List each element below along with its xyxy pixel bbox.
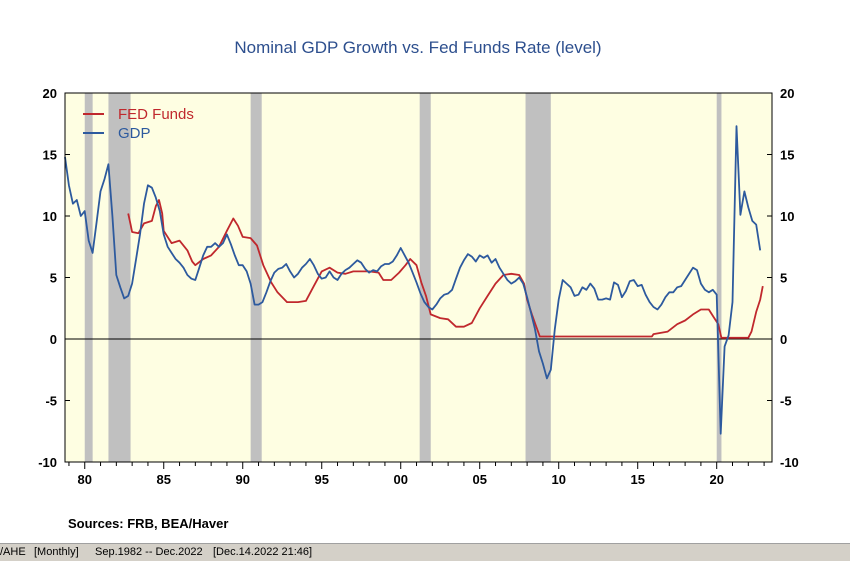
recession-shading [84, 93, 722, 462]
xtick-label: 10 [551, 472, 565, 487]
status-bar: /AHE [Monthly] Sep.1982 -- Dec.2022 [Dec… [0, 543, 850, 561]
ytick-right-label: -5 [780, 394, 792, 409]
status-date-range: Sep.1982 -- Dec.2022 [95, 546, 203, 558]
ytick-left-label: 0 [50, 332, 57, 347]
chart-title: Nominal GDP Growth vs. Fed Funds Rate (l… [234, 38, 601, 57]
ytick-right-label: -10 [780, 455, 799, 470]
legend-label-gdp: GDP [118, 125, 151, 142]
recession-band-0 [84, 93, 93, 462]
xtick-label: 20 [709, 472, 723, 487]
ytick-left-label: 15 [43, 148, 57, 163]
sources-note: Sources: FRB, BEA/Haver [68, 516, 229, 531]
ytick-right-label: 15 [780, 148, 794, 163]
ytick-left-label: -5 [45, 394, 57, 409]
chart: Nominal GDP Growth vs. Fed Funds Rate (l… [38, 38, 799, 487]
series-line-gdp [64, 125, 762, 435]
ytick-left-label: 20 [43, 86, 57, 101]
xtick-label: 05 [472, 472, 486, 487]
plot-area [65, 93, 772, 462]
xtick-label: 00 [393, 472, 407, 487]
recession-band-3 [419, 93, 431, 462]
recession-band-1 [108, 93, 131, 462]
ytick-right-label: 0 [780, 332, 787, 347]
ytick-right-label: 20 [780, 86, 794, 101]
xtick-label: 15 [630, 472, 644, 487]
legend: FED Funds GDP [83, 106, 194, 142]
recession-band-2 [250, 93, 262, 462]
ytick-right-label: 5 [780, 271, 787, 286]
status-series-code: /AHE [0, 546, 26, 558]
ytick-left-label: -10 [38, 455, 57, 470]
ytick-left-label: 10 [43, 209, 57, 224]
xtick-label: 85 [157, 472, 171, 487]
status-frequency: [Monthly] [34, 546, 79, 558]
recession-band-4 [525, 93, 551, 462]
series-line-fed-funds [127, 199, 764, 339]
legend-label-fed-funds: FED Funds [118, 106, 194, 123]
ytick-left-label: 5 [50, 271, 57, 286]
ytick-right-label: 10 [780, 209, 794, 224]
recession-band-5 [716, 93, 722, 462]
xtick-label: 90 [236, 472, 250, 487]
status-timestamp: [Dec.14.2022 21:46] [213, 546, 313, 558]
xtick-label: 80 [78, 472, 92, 487]
xtick-label: 95 [314, 472, 328, 487]
series-layer [64, 125, 764, 435]
